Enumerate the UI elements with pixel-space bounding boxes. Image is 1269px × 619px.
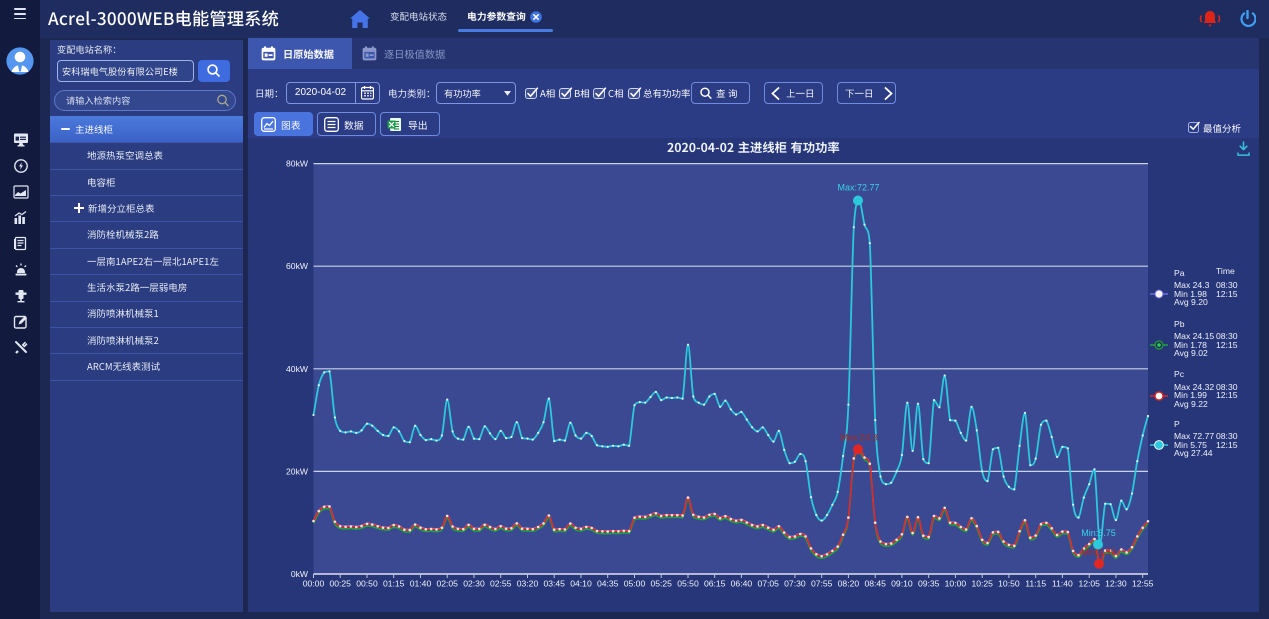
svg-text:40kW: 40kW bbox=[286, 364, 309, 374]
svg-text:08:45: 08:45 bbox=[864, 579, 886, 589]
svg-text:60kW: 60kW bbox=[286, 261, 309, 271]
svg-text:Min:5.75: Min:5.75 bbox=[1081, 528, 1116, 538]
svg-text:07:30: 07:30 bbox=[784, 579, 806, 589]
svg-text:Max:24.3: Max:24.3 bbox=[840, 433, 877, 443]
svg-text:04:35: 04:35 bbox=[597, 579, 619, 589]
svg-text:Max:72.77: Max:72.77 bbox=[837, 183, 879, 193]
svg-text:80kW: 80kW bbox=[286, 159, 309, 169]
svg-text:Min:1.99: Min:1.99 bbox=[1081, 547, 1116, 557]
svg-text:05:25: 05:25 bbox=[650, 579, 672, 589]
svg-text:04:10: 04:10 bbox=[570, 579, 592, 589]
svg-text:03:45: 03:45 bbox=[543, 579, 565, 589]
svg-text:06:40: 06:40 bbox=[731, 579, 753, 589]
svg-text:08:20: 08:20 bbox=[838, 579, 860, 589]
svg-text:11:15: 11:15 bbox=[1025, 579, 1046, 589]
svg-text:12:55: 12:55 bbox=[1132, 579, 1154, 589]
svg-text:09:10: 09:10 bbox=[891, 579, 913, 589]
svg-text:02:30: 02:30 bbox=[463, 579, 485, 589]
svg-text:0kW: 0kW bbox=[291, 569, 309, 579]
svg-text:00:00: 00:00 bbox=[303, 579, 325, 589]
svg-text:03:20: 03:20 bbox=[517, 579, 539, 589]
svg-text:00:25: 00:25 bbox=[329, 579, 351, 589]
svg-text:10:50: 10:50 bbox=[998, 579, 1020, 589]
svg-text:07:55: 07:55 bbox=[811, 579, 833, 589]
svg-text:05:50: 05:50 bbox=[677, 579, 699, 589]
svg-text:00:50: 00:50 bbox=[356, 579, 378, 589]
svg-text:02:05: 02:05 bbox=[436, 579, 458, 589]
svg-text:20kW: 20kW bbox=[286, 466, 309, 476]
svg-text:11:40: 11:40 bbox=[1052, 579, 1073, 589]
svg-text:09:35: 09:35 bbox=[918, 579, 940, 589]
svg-text:12:05: 12:05 bbox=[1078, 579, 1100, 589]
svg-text:12:30: 12:30 bbox=[1105, 579, 1127, 589]
svg-text:02:55: 02:55 bbox=[490, 579, 512, 589]
svg-text:01:15: 01:15 bbox=[383, 579, 405, 589]
svg-text:10:25: 10:25 bbox=[971, 579, 993, 589]
svg-text:01:40: 01:40 bbox=[410, 579, 432, 589]
svg-text:05:00: 05:00 bbox=[624, 579, 646, 589]
svg-text:10:00: 10:00 bbox=[945, 579, 967, 589]
svg-text:06:15: 06:15 bbox=[704, 579, 726, 589]
svg-text:07:05: 07:05 bbox=[757, 579, 779, 589]
